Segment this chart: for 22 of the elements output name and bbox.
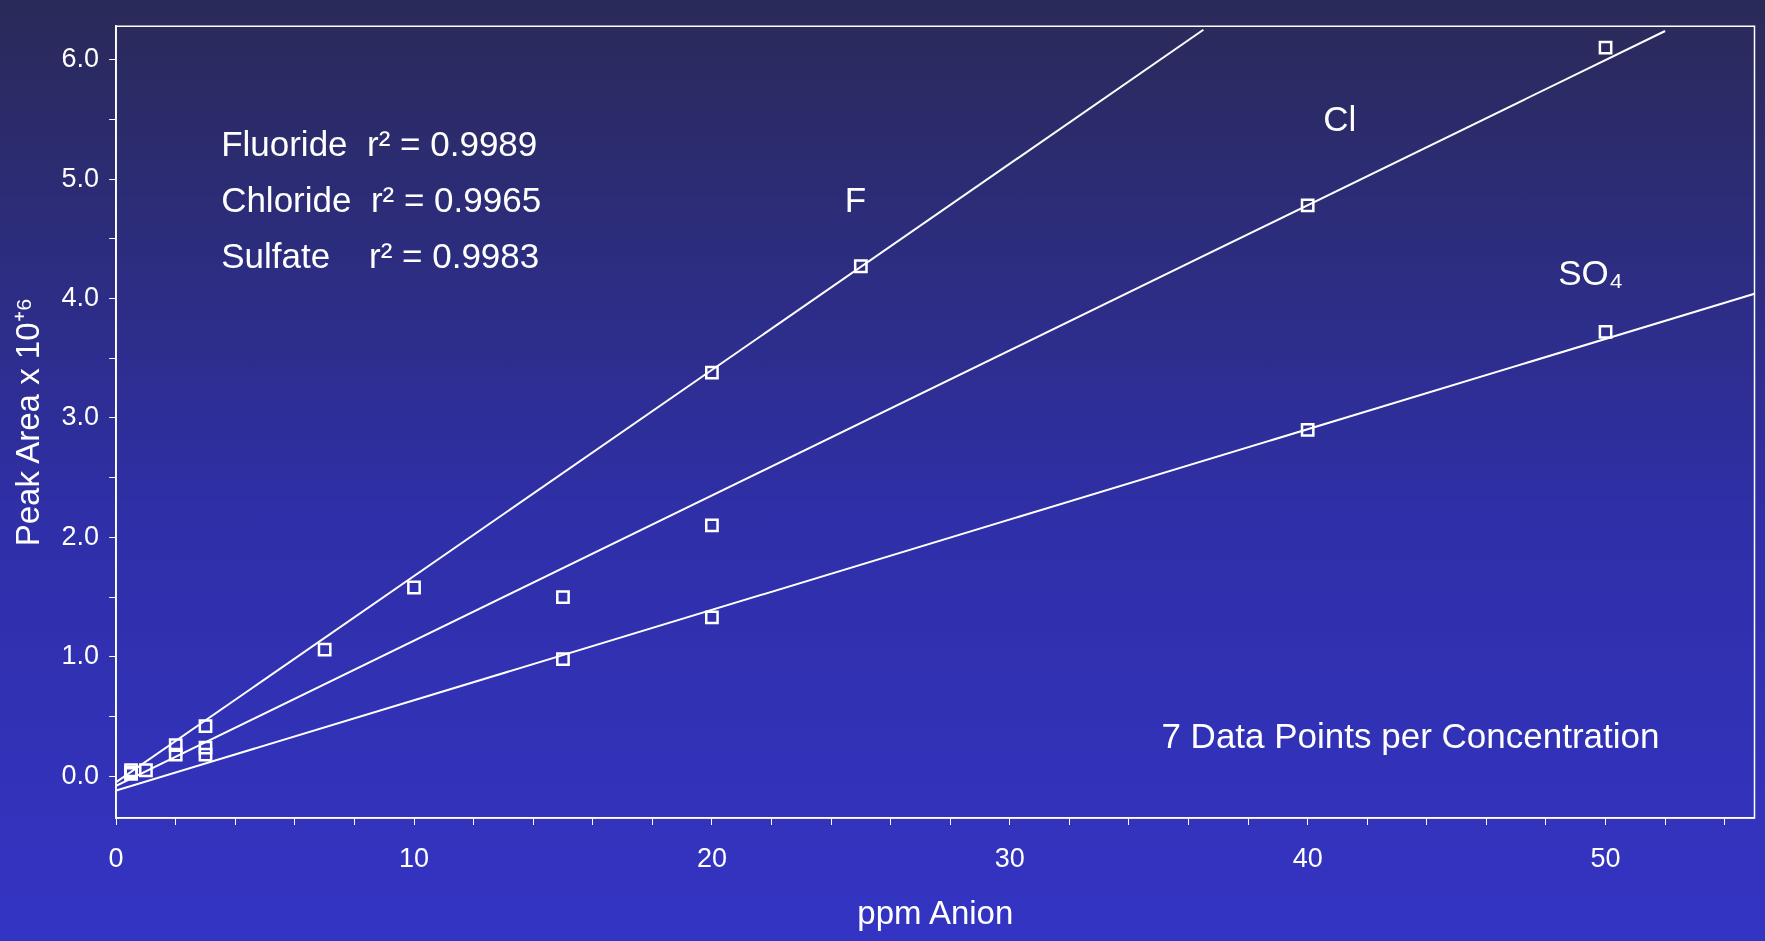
y-tick-label: 4.0 bbox=[61, 281, 100, 312]
annotation: Fluoride r² = 0.9989 bbox=[221, 123, 538, 163]
annotation: 7 Data Points per Concentration bbox=[1161, 715, 1660, 755]
series-label: SO₄ bbox=[1558, 253, 1624, 293]
y-tick-label: 5.0 bbox=[61, 162, 100, 193]
x-axis-title: ppm Anion bbox=[857, 894, 1014, 932]
y-tick-label: 3.0 bbox=[61, 401, 100, 432]
annotation: Chloride r² = 0.9965 bbox=[221, 179, 542, 219]
series-label: F bbox=[844, 180, 867, 220]
x-tick-label: 10 bbox=[399, 842, 430, 873]
x-tick-label: 30 bbox=[994, 842, 1025, 873]
y-tick-label: 6.0 bbox=[61, 43, 100, 74]
y-tick-label: 1.0 bbox=[61, 640, 100, 671]
x-tick-label: 0 bbox=[108, 842, 124, 873]
series-label: Cl bbox=[1323, 99, 1357, 139]
y-tick-label: 0.0 bbox=[61, 759, 100, 790]
y-axis-title: Peak Area x 10⁺⁶ bbox=[8, 297, 46, 547]
annotation: Sulfate r² = 0.9983 bbox=[221, 235, 540, 275]
y-tick-label: 2.0 bbox=[61, 520, 100, 551]
x-tick-label: 20 bbox=[696, 842, 727, 873]
x-tick-label: 40 bbox=[1292, 842, 1323, 873]
x-tick-label: 50 bbox=[1590, 842, 1621, 873]
